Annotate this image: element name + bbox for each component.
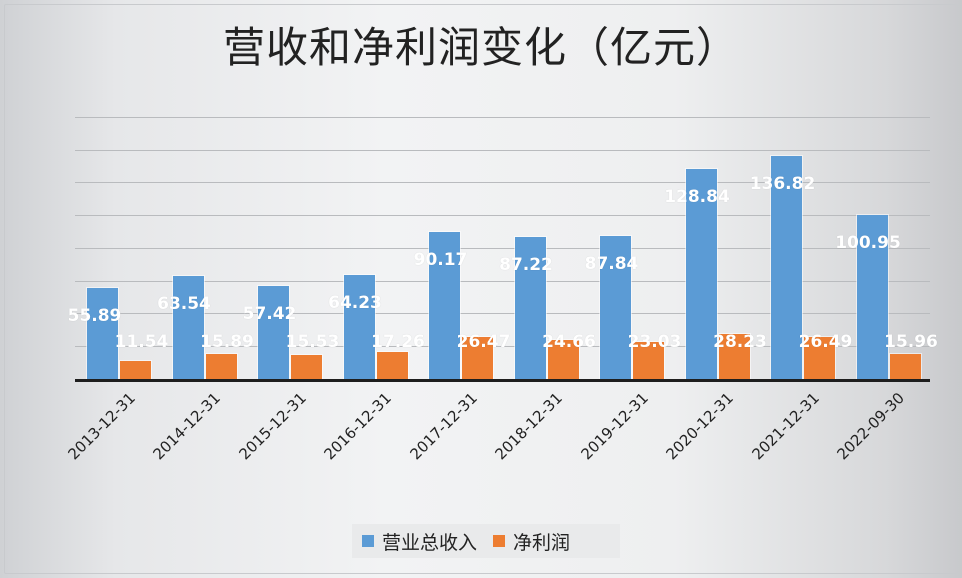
legend-swatch-revenue xyxy=(362,535,374,547)
bar-net-profit xyxy=(205,353,237,380)
x-tick-label: 2021-12-31 xyxy=(748,389,823,464)
x-tick-label: 2013-12-31 xyxy=(64,389,139,464)
data-label-net-profit: 11.54 xyxy=(114,332,169,352)
legend-label-revenue: 营业总收入 xyxy=(382,531,478,554)
data-label-revenue: 100.95 xyxy=(835,232,901,253)
x-tick-label: 2015-12-31 xyxy=(235,389,310,464)
data-label-net-profit: 28.23 xyxy=(713,332,767,352)
data-label-revenue: 136.82 xyxy=(749,173,816,194)
gridline xyxy=(75,280,930,282)
bar-revenue xyxy=(429,232,460,380)
data-label-revenue: 57.42 xyxy=(242,303,297,324)
data-label-net-profit: 15.53 xyxy=(285,332,340,352)
chart-frame xyxy=(4,4,958,574)
data-label-revenue: 87.84 xyxy=(584,254,639,275)
bar-net-profit xyxy=(889,353,921,380)
bar-revenue xyxy=(856,214,888,380)
data-label-net-profit: 17.26 xyxy=(371,332,425,352)
bar-net-profit xyxy=(718,333,750,380)
bar-revenue xyxy=(600,236,631,380)
x-axis-labels: 2013-12-31 2014-12-31 2015-12-31 2016-12-31… xyxy=(64,385,930,505)
x-tick-label: 2018-12-31 xyxy=(491,389,567,464)
gridline xyxy=(75,182,930,184)
bar-net-profit xyxy=(291,354,322,380)
plot-area: 55.89 11.54 63.54 15.89 57.42 15.53 64.23 17.26… xyxy=(68,100,938,382)
gridline xyxy=(75,149,930,151)
gridline xyxy=(75,215,930,217)
x-tick-label: 2014-12-31 xyxy=(149,389,225,464)
gridline xyxy=(75,116,930,118)
x-axis-baseline xyxy=(75,379,930,382)
legend-label-net-profit: 净利润 xyxy=(513,531,571,554)
data-label-revenue: 128.84 xyxy=(664,186,730,207)
bar-revenue xyxy=(343,274,375,380)
x-tick-label: 2016-12-31 xyxy=(320,389,396,464)
gridline xyxy=(75,247,930,249)
bar-net-profit xyxy=(547,339,579,380)
bar-net-profit xyxy=(120,361,151,380)
x-tick-label: 2022-09-30 xyxy=(833,389,909,464)
bar-revenue xyxy=(258,285,289,380)
data-label-net-profit: 15.89 xyxy=(200,332,254,352)
data-label-net-profit: 26.47 xyxy=(456,332,511,352)
bar-revenue xyxy=(172,275,204,380)
bar-revenue xyxy=(771,155,802,380)
data-label-net-profit: 23.03 xyxy=(627,332,682,352)
bar-revenue xyxy=(87,288,118,380)
bar-net-profit xyxy=(804,336,835,380)
data-label-revenue: 55.89 xyxy=(67,306,122,327)
gridline xyxy=(75,313,930,315)
bar-revenue xyxy=(514,237,546,380)
x-tick-label: 2020-12-31 xyxy=(662,389,738,464)
x-tick-label: 2017-12-31 xyxy=(406,389,481,464)
x-tick-label: 2019-12-31 xyxy=(577,389,652,464)
data-label-revenue: 64.23 xyxy=(328,292,382,313)
gridline xyxy=(75,346,930,348)
bar-net-profit xyxy=(633,342,664,380)
bar-revenue xyxy=(685,168,717,380)
data-label-revenue: 90.17 xyxy=(413,250,468,271)
bar-net-profit xyxy=(462,336,493,380)
bar-net-profit xyxy=(376,351,408,380)
legend: 营业总收入 净利润 xyxy=(352,524,620,558)
data-label-revenue: 63.54 xyxy=(157,293,211,314)
data-label-net-profit: 24.66 xyxy=(542,332,596,352)
chart-title: 营收和净利润变化（亿元） xyxy=(222,23,739,72)
data-label-net-profit: 26.49 xyxy=(798,332,853,352)
data-label-net-profit: 15.96 xyxy=(884,332,938,352)
legend-swatch-net-profit xyxy=(493,535,506,547)
data-label-revenue: 87.22 xyxy=(499,255,553,276)
